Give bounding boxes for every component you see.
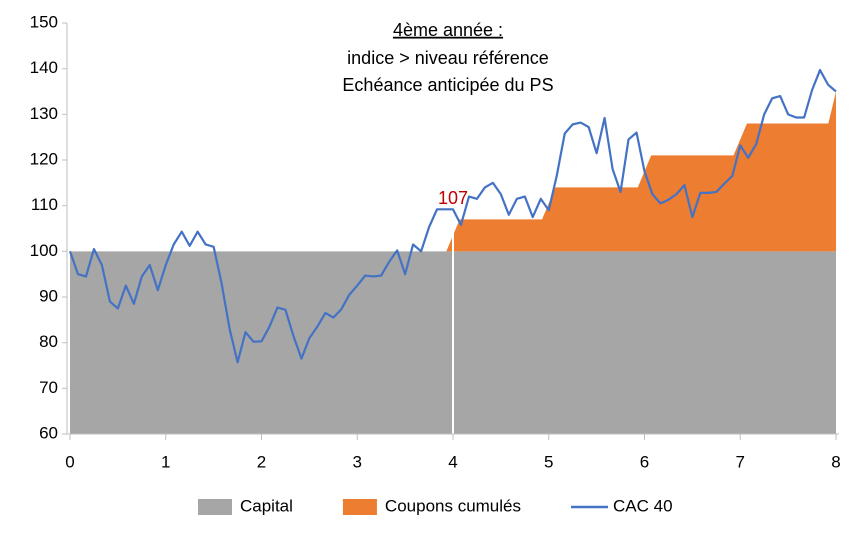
x-tick-label: 4: [448, 452, 457, 471]
area: [70, 91, 836, 252]
annotation: 4ème année :: [393, 20, 503, 40]
y-tick-label: 120: [30, 149, 58, 168]
annotation: indice > niveau référence: [347, 48, 549, 68]
y-tick-label: 70: [39, 378, 58, 397]
plot: 107 60 70 80 90 100 110 120 130 140 150 0 1 2 3 4 5 6 7 8: [30, 12, 841, 471]
x-tick-label: 5: [544, 452, 553, 471]
x-tick-label: 6: [640, 452, 649, 471]
y-tick-label: 140: [30, 58, 58, 77]
x-tick-label: 2: [257, 452, 266, 471]
legend-label: CAC 40: [613, 496, 673, 515]
legend-swatch: [198, 499, 232, 515]
line: [68, 68, 837, 364]
y-tick-label: 60: [39, 423, 58, 442]
x-tick-label: 0: [65, 452, 74, 471]
y-tick-label: 110: [31, 195, 58, 214]
y-tick-label: 100: [30, 241, 58, 260]
annotation: Echéance anticipée du PS: [342, 75, 553, 95]
x-tick-label: 3: [353, 452, 362, 471]
x-tick-label: 8: [831, 452, 840, 471]
y-tick-label: 80: [39, 332, 58, 351]
legend-label: Capital: [240, 496, 293, 515]
legend-swatch: [342, 499, 377, 515]
legend-label: Coupons cumulés: [385, 496, 521, 515]
callout-label: 107: [438, 188, 468, 208]
y-tick-label: 150: [30, 12, 58, 31]
y-tick-label: 130: [30, 104, 58, 123]
x-tick-label: 7: [736, 452, 745, 471]
y-tick-label: 90: [39, 286, 58, 305]
legend: Capital Coupons cumulés CAC 40: [198, 496, 673, 515]
x-tick-label: 1: [161, 452, 170, 471]
